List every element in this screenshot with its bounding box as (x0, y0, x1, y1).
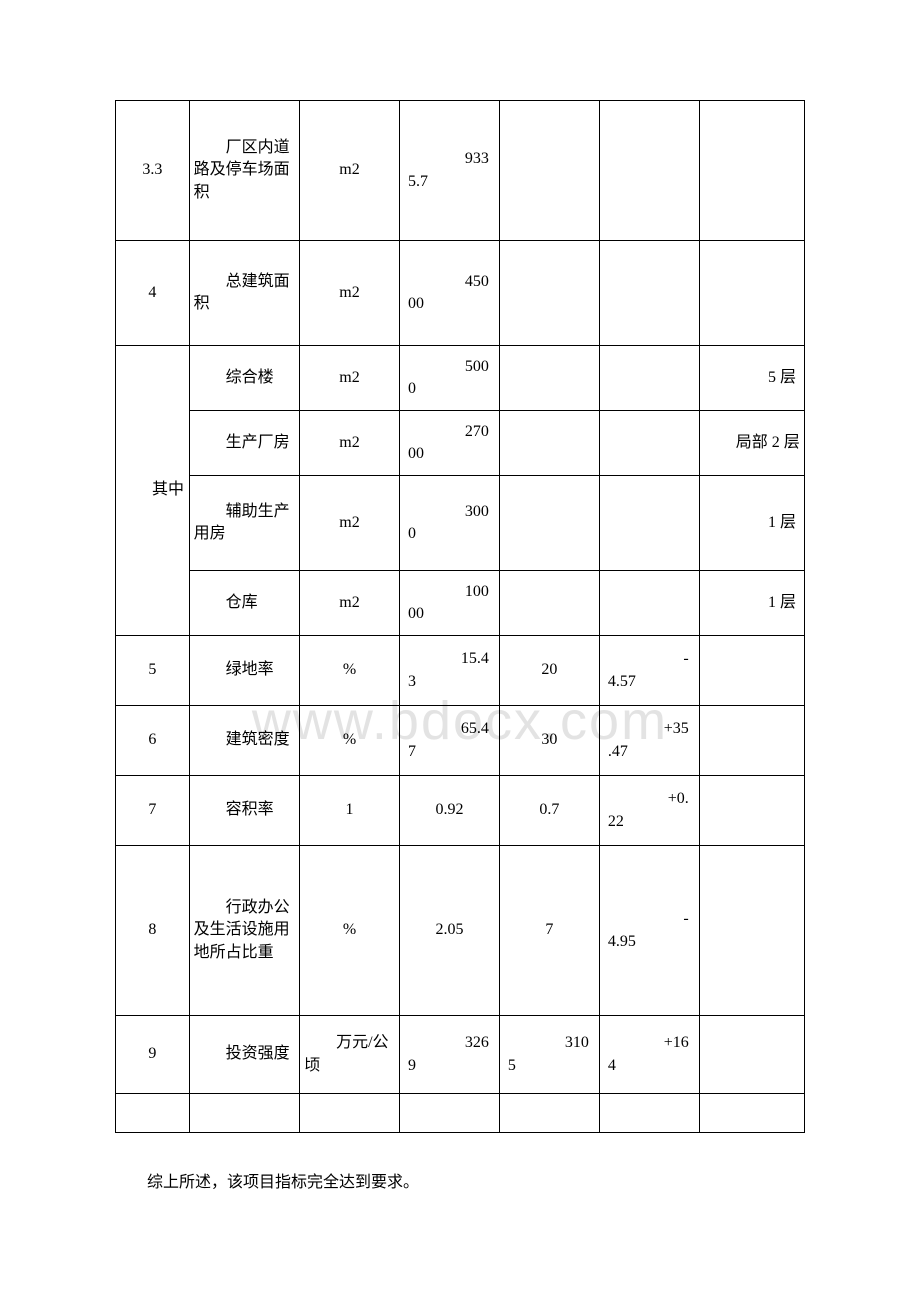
table-cell: 45000 (399, 241, 499, 346)
table-cell: 9335.7 (399, 101, 499, 241)
table-cell: 3000 (399, 476, 499, 571)
table-cell: 4 (116, 241, 190, 346)
table-cell: 8 (116, 846, 190, 1016)
table-cell: % (300, 636, 400, 706)
table-cell (499, 571, 599, 636)
table-cell (699, 101, 804, 241)
table-row: 4总建筑面积m245000 (116, 241, 805, 346)
table-cell (499, 241, 599, 346)
table-cell: 2.05 (399, 846, 499, 1016)
table-cell (499, 1094, 599, 1133)
table-cell: 1 层 (699, 571, 804, 636)
table-cell (699, 1094, 804, 1133)
table-cell: 厂区内道路及停车场面积 (189, 101, 299, 241)
table-cell (599, 1094, 699, 1133)
table-cell: m2 (300, 346, 400, 411)
table-cell: 综合楼 (189, 346, 299, 411)
table-cell: 万元/公顷 (300, 1016, 400, 1094)
table-cell: 5 (116, 636, 190, 706)
table-cell: m2 (300, 411, 400, 476)
table-cell (499, 101, 599, 241)
table-cell: 65.47 (399, 706, 499, 776)
table-cell: 1 层 (699, 476, 804, 571)
table-cell: 总建筑面积 (189, 241, 299, 346)
table-cell: 行政办公及生活设施用地所占比重 (189, 846, 299, 1016)
table-cell: 生产厂房 (189, 411, 299, 476)
table-cell (599, 476, 699, 571)
summary-text: 综上所述，该项目指标完全达到要求。 (115, 1168, 805, 1192)
table-cell (699, 846, 804, 1016)
table-cell (189, 1094, 299, 1133)
table-cell (399, 1094, 499, 1133)
table-cell (699, 706, 804, 776)
table-cell: 15.43 (399, 636, 499, 706)
table-cell: +0.22 (599, 776, 699, 846)
table-cell (699, 636, 804, 706)
table-cell: +35.47 (599, 706, 699, 776)
table-cell (599, 241, 699, 346)
table-cell: 7 (499, 846, 599, 1016)
table-cell: m2 (300, 101, 400, 241)
table-body: 3.3厂区内道路及停车场面积m29335.7 4总建筑面积m245000 其中综… (116, 101, 805, 1133)
table-cell (699, 776, 804, 846)
table-cell: 绿地率 (189, 636, 299, 706)
table-cell: 辅助生产用房 (189, 476, 299, 571)
table-row: 生产厂房m227000 局部 2 层 (116, 411, 805, 476)
table-cell: 建筑密度 (189, 706, 299, 776)
table-cell: % (300, 706, 400, 776)
table-row: 8行政办公及生活设施用地所占比重%2.057-4.95 (116, 846, 805, 1016)
table-row: 9投资强度万元/公顷32693105+164 (116, 1016, 805, 1094)
table-cell: m2 (300, 571, 400, 636)
table-cell: +164 (599, 1016, 699, 1094)
table-cell (300, 1094, 400, 1133)
table-cell: -4.57 (599, 636, 699, 706)
table-cell (116, 1094, 190, 1133)
table-cell: 6 (116, 706, 190, 776)
page-content: 3.3厂区内道路及停车场面积m29335.7 4总建筑面积m245000 其中综… (0, 0, 920, 1192)
table-row (116, 1094, 805, 1133)
table-cell: m2 (300, 241, 400, 346)
table-cell: 5 层 (699, 346, 804, 411)
table-cell: 10000 (399, 571, 499, 636)
table-cell: 5000 (399, 346, 499, 411)
table-cell (499, 346, 599, 411)
table-cell: 0.7 (499, 776, 599, 846)
data-table: 3.3厂区内道路及停车场面积m29335.7 4总建筑面积m245000 其中综… (115, 100, 805, 1133)
table-cell: 27000 (399, 411, 499, 476)
table-cell: 局部 2 层 (699, 411, 804, 476)
table-cell: 其中 (116, 346, 190, 636)
table-cell: -4.95 (599, 846, 699, 1016)
table-row: 其中综合楼m25000 5 层 (116, 346, 805, 411)
table-cell: 3105 (499, 1016, 599, 1094)
table-cell: m2 (300, 476, 400, 571)
table-row: 仓库m210000 1 层 (116, 571, 805, 636)
table-cell (499, 411, 599, 476)
table-row: 6建筑密度%65.4730+35.47 (116, 706, 805, 776)
table-cell: 0.92 (399, 776, 499, 846)
table-cell: % (300, 846, 400, 1016)
table-cell: 3269 (399, 1016, 499, 1094)
table-cell (699, 1016, 804, 1094)
table-cell: 7 (116, 776, 190, 846)
table-cell (599, 411, 699, 476)
table-cell: 20 (499, 636, 599, 706)
table-row: 3.3厂区内道路及停车场面积m29335.7 (116, 101, 805, 241)
table-row: 辅助生产用房m23000 1 层 (116, 476, 805, 571)
table-row: 5绿地率%15.4320-4.57 (116, 636, 805, 706)
table-cell: 9 (116, 1016, 190, 1094)
table-cell: 投资强度 (189, 1016, 299, 1094)
table-cell: 容积率 (189, 776, 299, 846)
table-cell (699, 241, 804, 346)
table-cell (599, 571, 699, 636)
table-cell: 3.3 (116, 101, 190, 241)
table-row: 7容积率10.920.7+0.22 (116, 776, 805, 846)
table-cell: 1 (300, 776, 400, 846)
table-cell (499, 476, 599, 571)
table-cell (599, 346, 699, 411)
table-cell: 30 (499, 706, 599, 776)
table-cell (599, 101, 699, 241)
table-cell: 仓库 (189, 571, 299, 636)
